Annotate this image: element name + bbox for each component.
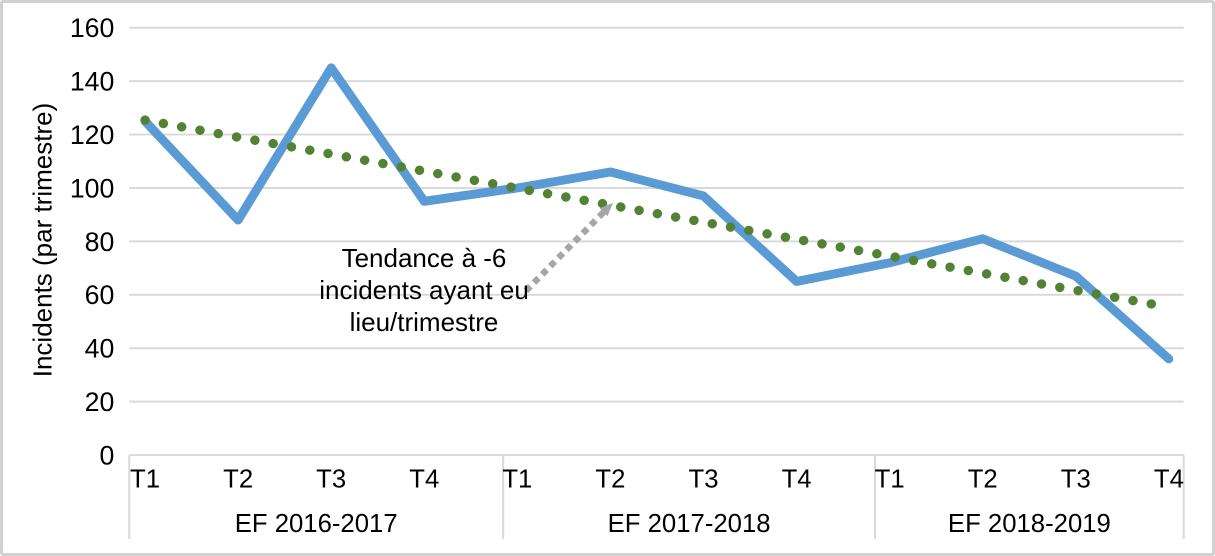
y-tick-label: 100	[70, 173, 115, 203]
trend-series-line	[140, 115, 1174, 312]
y-tick-label: 160	[70, 13, 115, 43]
x-tick-label: T1	[875, 466, 905, 494]
x-tick-label: T4	[1154, 466, 1184, 494]
y-tick-label: 20	[85, 387, 115, 417]
x-tick-label: T3	[688, 466, 718, 494]
y-tick-label: 80	[85, 227, 115, 257]
x-group-label: EF 2017-2018	[608, 510, 771, 538]
x-tick-label: T1	[130, 466, 160, 494]
x-tick-label: T1	[502, 466, 532, 494]
annotation-text-line: lieu/trimestre	[349, 307, 499, 337]
y-tick-label: 120	[70, 120, 115, 150]
y-tick-label: 40	[85, 334, 115, 364]
x-tick-label: T2	[968, 466, 998, 494]
annotation-arrowhead	[599, 202, 613, 217]
annotation-arrow	[523, 209, 607, 294]
y-axis-title: Incidents (par trimestre)	[27, 102, 58, 378]
x-tick-label: T4	[409, 466, 439, 494]
x-group-label: EF 2018-2019	[948, 510, 1111, 538]
incidents-series-line	[140, 63, 1174, 364]
chart-canvas: 0 20 40 60 80 100 120 140 160 T1 T2 T3 T4 T1 T2 T3 T4 T1 T…	[70, 13, 1185, 540]
x-tick-label: T2	[223, 466, 253, 494]
y-tick-label: 0	[100, 440, 115, 470]
y-tick-label: 60	[85, 280, 115, 310]
x-tick-label: T2	[595, 466, 625, 494]
trend-annotation: Tendance à -6 incidents ayant eu lieu/tr…	[319, 242, 529, 338]
x-tick-label: T3	[316, 466, 346, 494]
x-group-label: EF 2016-2017	[235, 510, 398, 538]
annotation-text-line: Tendance à -6	[341, 243, 507, 273]
x-tick-label: T4	[782, 466, 812, 494]
x-tick-label: T3	[1061, 466, 1091, 494]
annotation-text-line: incidents ayant eu	[319, 275, 529, 305]
y-tick-label: 140	[70, 67, 115, 97]
